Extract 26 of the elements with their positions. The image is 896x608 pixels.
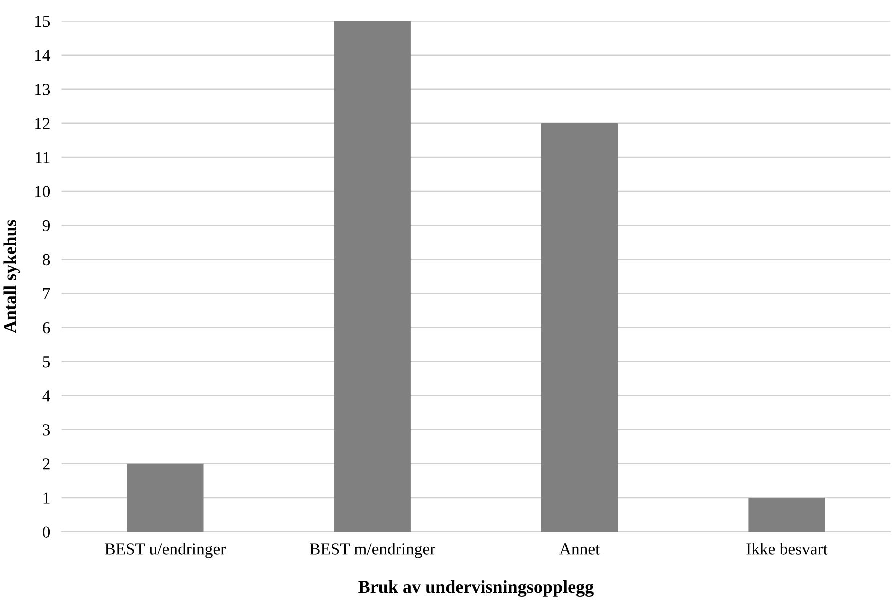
y-tick-label: 15 [36, 16, 50, 28]
y-tick-label: 13 [36, 84, 50, 96]
y-tick-label: 12 [36, 118, 50, 130]
x-tick-label: Ikke besvart [746, 543, 828, 555]
bar [127, 464, 204, 532]
y-tick-label: 3 [43, 424, 50, 436]
y-tick-label: 14 [36, 50, 50, 62]
bar [334, 21, 411, 532]
y-axis-title: Antall sykehus [4, 220, 20, 334]
x-tick-label: BEST m/endringer [310, 543, 436, 558]
y-tick-label: 1 [44, 492, 50, 504]
y-tick-label: 11 [36, 152, 50, 164]
x-tick-label: Annet [560, 544, 600, 555]
y-tick-label: 6 [43, 322, 50, 334]
y-tick-label: 0 [43, 526, 50, 538]
y-tick-label: 10 [36, 186, 50, 198]
y-tick-label: 4 [42, 390, 50, 402]
y-tick-label: 7 [43, 288, 50, 300]
y-tick-label: 5 [43, 356, 50, 368]
y-tick-label: 9 [42, 220, 50, 232]
bar [748, 498, 826, 532]
y-tick-label: 8 [43, 254, 50, 266]
x-axis-title: Bruk av undervisningsopplegg [358, 580, 594, 598]
y-tick-label: 2 [43, 458, 50, 470]
x-tick-label: BEST u/endringer [105, 543, 226, 558]
bar [541, 123, 618, 532]
